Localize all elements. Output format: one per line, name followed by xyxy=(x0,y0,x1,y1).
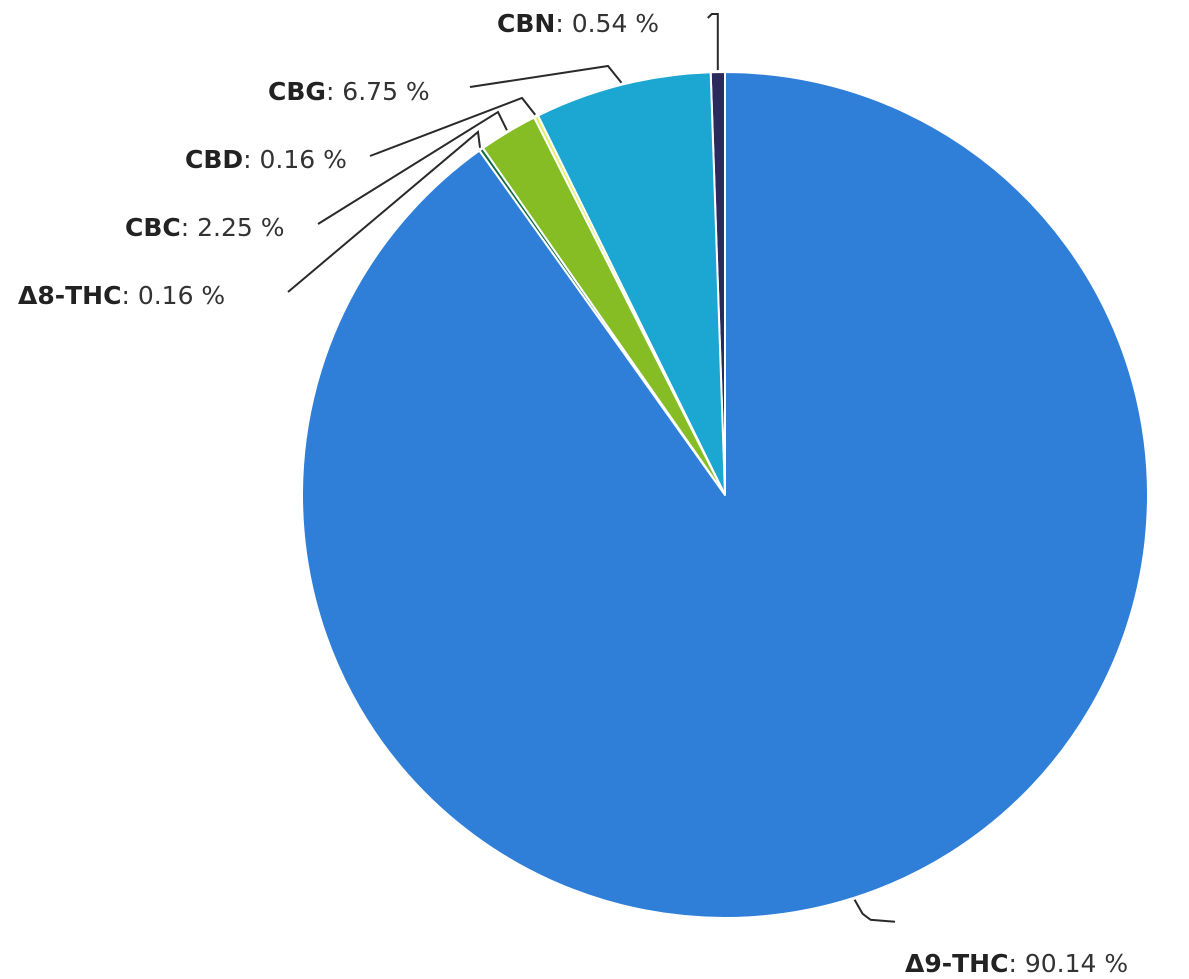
leader-line-9-thc xyxy=(853,899,896,923)
slice-label-name: CBD xyxy=(185,145,243,174)
slice-label-name: CBN xyxy=(497,9,555,38)
slice-label-cbc: CBC: 2.25 % xyxy=(125,213,285,242)
slice-label-cbn: CBN: 0.54 % xyxy=(497,9,659,38)
leader-line-cbd xyxy=(369,96,536,157)
slice-label-cbg: CBG: 6.75 % xyxy=(268,77,430,106)
slice-label-name: Δ8-THC xyxy=(18,281,121,310)
leader-line-cbg xyxy=(469,64,623,88)
slice-label-value: : 0.16 % xyxy=(243,145,347,174)
slice-label-name: CBG xyxy=(268,77,326,106)
leader-line-8-thc xyxy=(287,130,481,293)
slice-label-cbd: CBD: 0.16 % xyxy=(185,145,347,174)
pie-slice-9-thc xyxy=(301,71,1149,919)
slice-label-8-thc: Δ8-THC: 0.16 % xyxy=(18,281,225,310)
slice-label-value: : 2.25 % xyxy=(181,213,285,242)
slice-label-value: : 0.16 % xyxy=(121,281,225,310)
slice-labels: CBN: 0.54 %CBG: 6.75 %CBD: 0.16 %CBC: 2.… xyxy=(18,9,1128,978)
pie-slices xyxy=(301,70,1149,919)
slice-label-value: : 0.54 % xyxy=(555,9,659,38)
slice-label-name: CBC xyxy=(125,213,181,242)
slice-label-value: : 90.14 % xyxy=(1008,949,1128,978)
leader-line-cbc xyxy=(317,110,508,225)
slice-label-value: : 6.75 % xyxy=(326,77,430,106)
leader-line-cbn xyxy=(707,13,719,71)
slice-label-name: Δ9-THC xyxy=(905,949,1008,978)
pie-slice-cbg xyxy=(536,71,726,496)
slice-label-9-thc: Δ9-THC: 90.14 % xyxy=(905,949,1128,978)
leader-lines xyxy=(287,13,896,923)
